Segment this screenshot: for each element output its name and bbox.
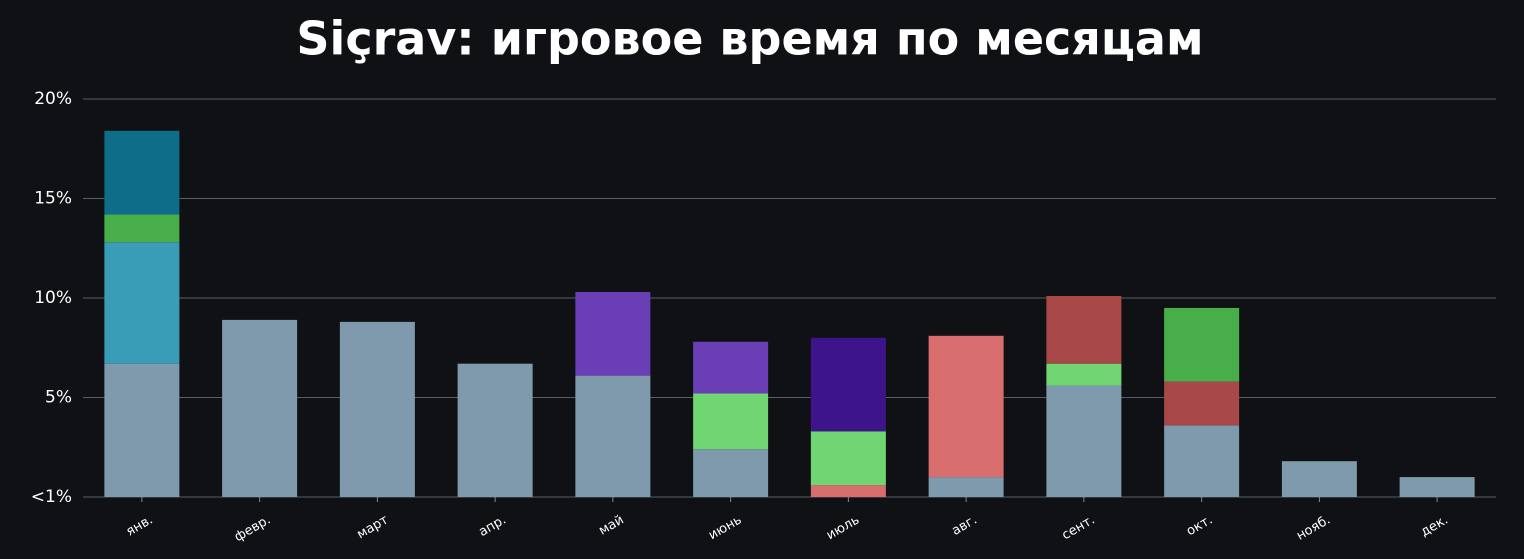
bar-segment	[1281, 461, 1357, 497]
bar-segment	[1046, 363, 1122, 386]
bar-segment	[693, 341, 769, 394]
bar-segment	[693, 449, 769, 497]
bar-segment	[1164, 381, 1240, 426]
y-tick-label: 10%	[34, 288, 72, 308]
bar-segment	[104, 363, 180, 497]
bar-segment	[222, 319, 298, 497]
y-tick-label: <1%	[31, 487, 72, 507]
y-tick-label: 15%	[34, 189, 72, 209]
bar-segment	[810, 337, 886, 432]
bar-segment	[575, 375, 651, 497]
bar-segment	[928, 335, 1004, 478]
bar-segment	[104, 130, 180, 215]
bar-segment	[810, 485, 886, 497]
bar-segment	[339, 321, 415, 497]
bar-segment	[693, 393, 769, 450]
bar-segment	[575, 292, 651, 376]
y-tick-label: 5%	[45, 388, 72, 408]
bar-segment	[1399, 477, 1475, 497]
chart-title: Siçrav: игровое время по месяцам	[296, 12, 1203, 66]
bar-segment	[104, 242, 180, 364]
bar-segment	[1164, 425, 1240, 497]
y-tick-label: 20%	[34, 89, 72, 109]
bar-segment	[104, 214, 180, 243]
bar-segment	[1046, 296, 1122, 364]
bar-segment	[1164, 307, 1240, 382]
bar-segment	[1046, 385, 1122, 497]
bar-segment	[928, 477, 1004, 497]
bar-segment	[457, 363, 533, 497]
bar-segment	[810, 431, 886, 486]
